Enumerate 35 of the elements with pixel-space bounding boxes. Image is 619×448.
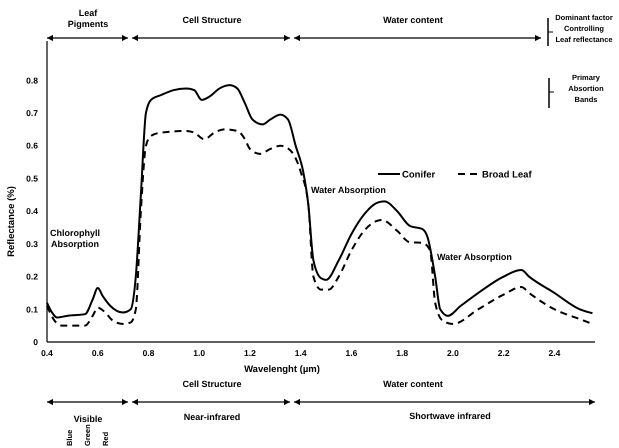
x-tick-label: 1.6	[346, 348, 358, 358]
annotation: Chlorophyll Absorption	[50, 228, 100, 249]
y-tick-label: 0.3	[26, 238, 38, 249]
y-tick-label: 0	[33, 337, 38, 347]
x-tick-label: 2.2	[498, 348, 510, 358]
text: Water content	[383, 379, 443, 389]
x-axis-title: Wavelenght (µm)	[244, 364, 320, 375]
legend-label: Broad Leaf	[482, 170, 532, 180]
text: Leaf Pigments	[68, 8, 108, 29]
y-axis-title: Reflectance (%)	[6, 186, 17, 257]
y-tick-label: 0.8	[26, 75, 38, 86]
x-tick-label: 2.0	[447, 348, 460, 358]
x-tick-label: 1.8	[396, 348, 408, 358]
x-tick-label: 1.4	[294, 348, 307, 358]
y-tick-label: 0.2	[26, 272, 38, 282]
y-tick-label: 0.5	[26, 173, 38, 184]
text: Cell Structure	[182, 379, 242, 389]
legend-label: Conifer	[402, 170, 436, 180]
x-tick-label: 0.6	[92, 348, 104, 358]
x-tick-label: 1.0	[193, 348, 206, 358]
annotation: Water Absorption	[311, 185, 386, 195]
y-tick-label: 0.6	[26, 140, 38, 151]
x-tick-label: 0.4	[41, 348, 54, 358]
text: Cell Structure	[182, 15, 242, 25]
x-tick-label: 2.4	[548, 348, 561, 358]
text: Water content	[383, 15, 443, 25]
x-tick-label: 1.2	[244, 348, 256, 358]
annotation: Water Absorption	[437, 252, 512, 262]
text: Shortwave infrared	[409, 411, 491, 421]
y-tick-label: 0.1	[26, 304, 38, 314]
x-tick-label: 0.8	[142, 348, 155, 358]
y-tick-label: 0.4	[26, 206, 38, 216]
text: Near-infrared	[184, 412, 240, 422]
text: Visible	[74, 414, 102, 424]
y-tick-label: 0.7	[26, 108, 38, 118]
